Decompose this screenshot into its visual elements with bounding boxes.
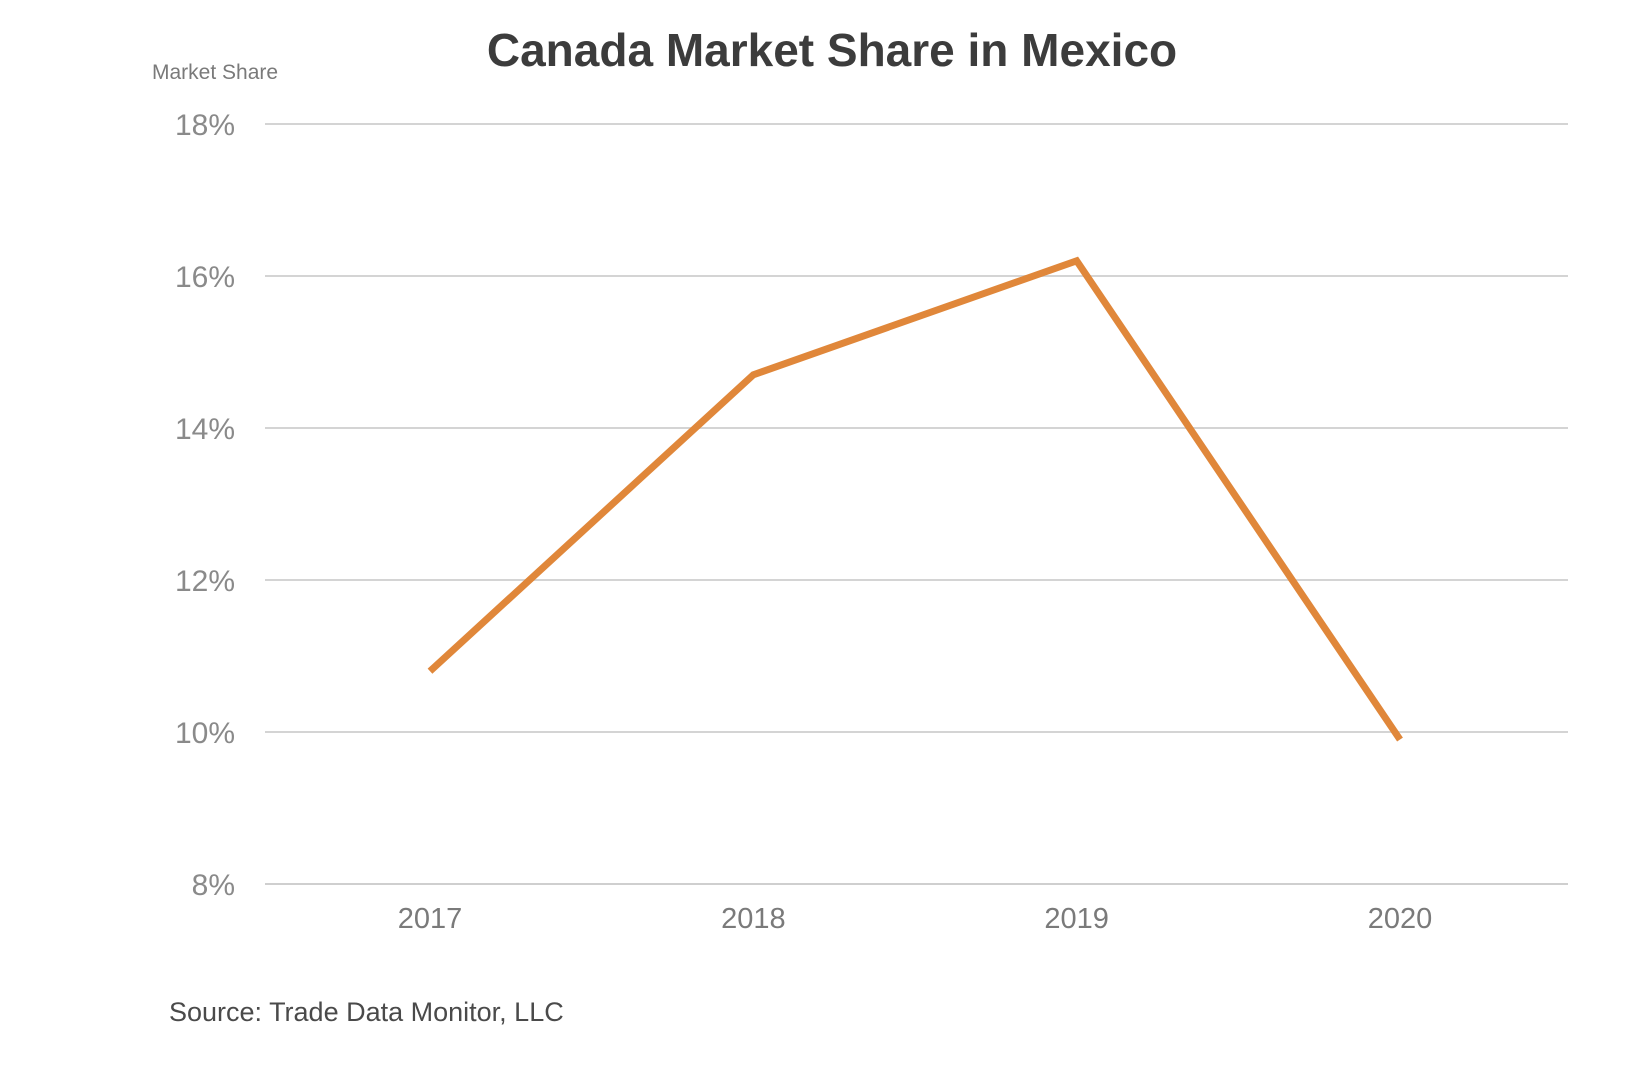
- y-axis-label: Market Share: [152, 61, 278, 84]
- series-line: [427, 256, 1403, 742]
- y-tick-label: 12%: [175, 565, 235, 598]
- y-tick-label: 10%: [175, 717, 235, 750]
- chart-title: Canada Market Share in Mexico: [487, 24, 1177, 76]
- y-axis-ticks: 8% 10% 12% 14% 16% 18%: [175, 109, 235, 902]
- series-lines: [427, 256, 1403, 742]
- x-tick-label: 2017: [398, 903, 463, 935]
- x-tick-label: 2020: [1368, 903, 1433, 935]
- y-tick-label: 16%: [175, 261, 235, 294]
- source-note: Source: Trade Data Monitor, LLC: [169, 997, 564, 1027]
- x-tick-label: 2019: [1044, 903, 1109, 935]
- gridlines: [265, 123, 1568, 885]
- y-tick-label: 18%: [175, 109, 235, 142]
- x-axis-ticks: 2017 2018 2019 2020: [398, 903, 1433, 935]
- y-tick-label: 8%: [192, 869, 235, 902]
- x-tick-label: 2018: [721, 903, 786, 935]
- y-tick-label: 14%: [175, 413, 235, 446]
